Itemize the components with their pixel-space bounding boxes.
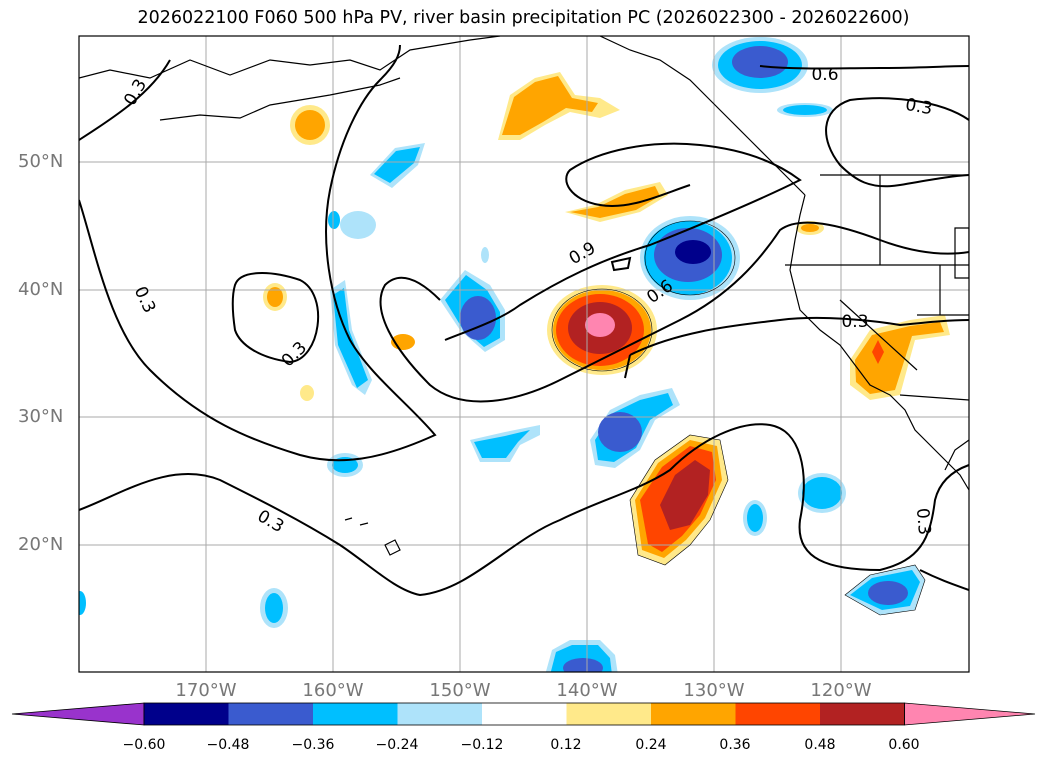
contour-label: 0.3 [912, 507, 934, 536]
precip-anomaly-fill [79, 37, 950, 672]
colorbar-tick-label: 0.12 [550, 737, 582, 753]
colorbar-tick-label: 0.24 [635, 737, 667, 753]
lon-label: 170°W [175, 680, 237, 701]
colorbar-tick-label: −0.24 [375, 737, 419, 753]
map-background [79, 36, 969, 672]
coastlines [79, 36, 969, 556]
colorbar-tick-label: 0.60 [888, 737, 920, 753]
colorbar-segment [144, 703, 229, 725]
lon-label: 160°W [302, 680, 364, 701]
contour-label: 0.6 [811, 65, 838, 85]
contour-label: 0.3 [841, 312, 868, 332]
colorbar [11, 702, 1036, 726]
map-title: 2026022100 F060 500 hPa PV, river basin … [137, 8, 910, 28]
anomaly-outlines [551, 220, 926, 616]
map-frame [78, 35, 970, 673]
colorbar-tick-label: 0.48 [804, 737, 836, 753]
colorbar-segment [482, 703, 567, 725]
colorbar-segment [228, 703, 314, 725]
lon-label: 140°W [556, 680, 618, 701]
colorbar-tick-label: −0.12 [460, 737, 504, 753]
lat-label: 20°N [18, 534, 64, 555]
lat-label: 30°N [18, 406, 64, 427]
lon-label: 130°W [683, 680, 745, 701]
colorbar-frame [143, 702, 905, 726]
map-panel: 0.3 0.3 0.3 0.3 0.3 0.6 0.3 0.9 0.6 0.3 [78, 35, 970, 673]
colorbar-extend-max [904, 702, 1036, 726]
map-gridlines [79, 36, 969, 672]
colorbar-extend-min [11, 702, 145, 726]
colorbar-tick-label: 0.36 [719, 737, 751, 753]
colorbar-segment [313, 703, 398, 725]
colorbar-tick-label: −0.48 [206, 737, 250, 753]
lon-label: 120°W [810, 680, 872, 701]
colorbar-segment [397, 703, 483, 725]
pv-contours [79, 44, 969, 597]
colorbar-segment [566, 703, 652, 725]
lat-label: 40°N [18, 279, 64, 300]
colorbar-tick-label: −0.60 [122, 737, 166, 753]
colorbar-tick-label: −0.36 [291, 737, 335, 753]
lon-label: 150°W [429, 680, 491, 701]
colorbar-segment [651, 703, 736, 725]
colorbar-segment [735, 703, 821, 725]
colorbar-segment [820, 703, 905, 725]
contour-label: 0.3 [904, 95, 934, 119]
lat-label: 50°N [18, 151, 64, 172]
